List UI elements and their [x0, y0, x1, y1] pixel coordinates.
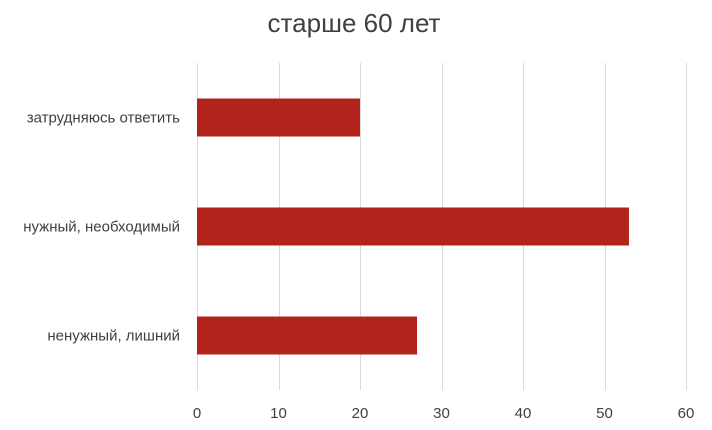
- bars: [197, 98, 629, 355]
- category-label: нужный, необходимый: [23, 219, 180, 236]
- chart-title: старше 60 лет: [268, 8, 441, 38]
- category-label: ненужный, лишний: [47, 328, 180, 345]
- x-tick-label: 0: [193, 405, 201, 422]
- x-tick-label: 30: [433, 405, 450, 422]
- x-tick-label: 40: [515, 405, 532, 422]
- bar: [197, 207, 629, 246]
- bar: [197, 316, 418, 355]
- category-label: затрудняюсь ответить: [27, 110, 180, 127]
- bar: [197, 98, 360, 137]
- x-axis-ticks: 0 10 20 30 40 50 60: [193, 405, 695, 422]
- category-labels: затрудняюсь ответить нужный, необходимый н…: [23, 110, 180, 345]
- x-tick-label: 50: [596, 405, 613, 422]
- x-tick-label: 20: [352, 405, 369, 422]
- x-tick-label: 10: [270, 405, 287, 422]
- x-tick-label: 60: [678, 405, 695, 422]
